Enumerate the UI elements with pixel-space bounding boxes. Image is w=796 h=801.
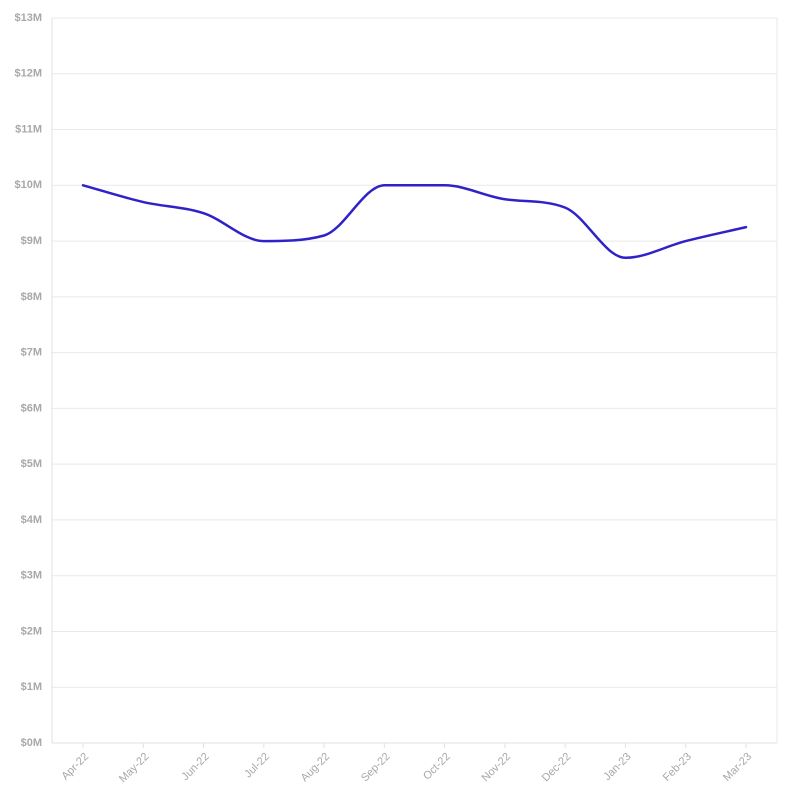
grid-layer bbox=[51, 17, 778, 744]
x-tick-label: Jun-22 bbox=[179, 751, 211, 783]
y-tick-label: $0M bbox=[21, 737, 42, 749]
x-tick-label: Jan-23 bbox=[601, 751, 633, 783]
y-tick-label: $4M bbox=[21, 514, 42, 526]
x-tick-label: May-22 bbox=[117, 751, 151, 785]
y-tick-label: $5M bbox=[21, 458, 42, 470]
x-tick-label: Dec-22 bbox=[540, 751, 574, 785]
x-tick-label: Sep-22 bbox=[359, 751, 393, 785]
y-tick-label: $9M bbox=[21, 235, 42, 247]
y-axis: $0M $1M $2M $3M $4M $5M $6M $7M $8M $9M $10M $11M $1… bbox=[14, 12, 42, 749]
y-tick-label: $2M bbox=[21, 625, 42, 637]
y-tick-label: $7M bbox=[21, 347, 42, 359]
y-tick-label: $13M bbox=[14, 12, 42, 24]
y-tick-label: $8M bbox=[21, 291, 42, 303]
x-tick-label: Apr-22 bbox=[59, 751, 91, 783]
x-tick-label: Feb-23 bbox=[661, 751, 694, 784]
x-tick-label: Aug-22 bbox=[299, 751, 333, 785]
y-tick-label: $12M bbox=[14, 68, 42, 80]
y-tick-label: $1M bbox=[21, 681, 42, 693]
x-tick-label: Oct-22 bbox=[421, 751, 453, 783]
x-axis: Apr-22 May-22 Jun-22 Jul-22 Aug-22 Sep-22 Oct-… bbox=[59, 743, 754, 785]
y-tick-label: $11M bbox=[15, 123, 42, 135]
y-tick-label: $10M bbox=[14, 179, 42, 191]
x-tick-label: Nov-22 bbox=[480, 751, 514, 785]
series-line bbox=[81, 184, 748, 260]
y-tick-label: $3M bbox=[21, 570, 42, 582]
x-tick-label: Mar-23 bbox=[721, 751, 754, 784]
y-tick-label: $6M bbox=[21, 402, 42, 414]
series-layer bbox=[81, 184, 748, 260]
x-tick-label: Jul-22 bbox=[242, 751, 272, 781]
